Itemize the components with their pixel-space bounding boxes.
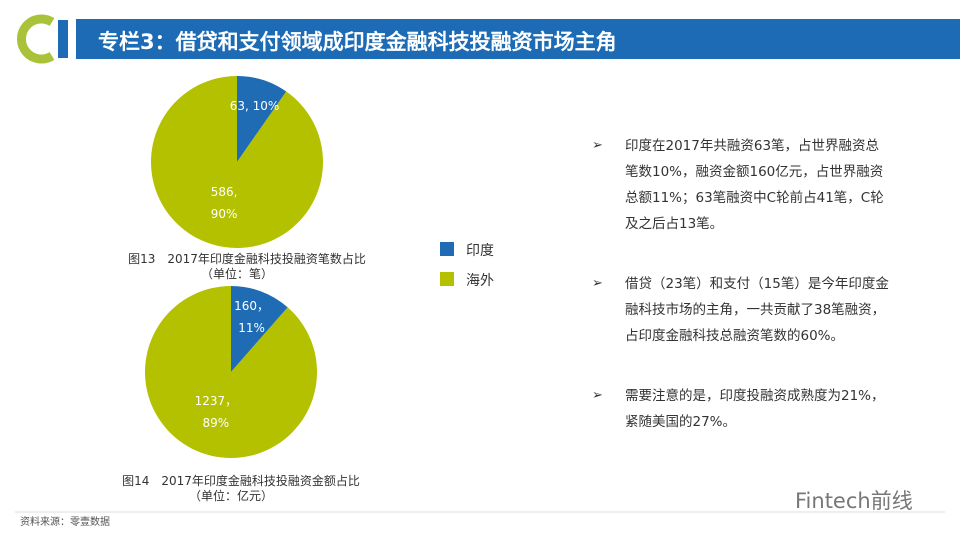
legend-swatch	[440, 272, 454, 286]
chart-unit: （单位：笔）	[200, 267, 273, 281]
slice-label: 63, 10%	[229, 99, 280, 114]
pie-slice	[231, 286, 288, 372]
chart-unit: （单位：亿元）	[188, 489, 273, 503]
legend-label: 印度	[466, 243, 494, 259]
header-bar	[76, 19, 960, 59]
pie-slice	[237, 76, 287, 162]
bullet-arrow: ➢	[592, 276, 603, 291]
slice-label: 160， 11%	[234, 299, 270, 336]
chart-caption: 图14 2017年印度金融科技投融资金额占比	[122, 474, 360, 488]
bullet-arrow: ➢	[592, 388, 603, 403]
chart-caption: 图13 2017年印度金融科技投融资笔数占比	[128, 252, 366, 266]
logo-ring	[17, 14, 55, 64]
title: 专栏3：借贷和支付领域成印度金融科技投融资市场主角	[98, 30, 617, 54]
pie-slice	[150, 76, 323, 249]
bullet-arrow: ➢	[592, 138, 603, 153]
slice-label: 1237， 89%	[194, 394, 238, 431]
slice-label: 586, 90%	[210, 185, 238, 222]
bullet-text: 借贷（23笔）和支付（15笔）是今年印度金 融科技市场的主角，一共贡献了38笔融…	[625, 276, 889, 344]
bullet-text: 需要注意的是，印度投融资成熟度为21%， 紧随美国的27%。	[625, 388, 885, 430]
legend-label: 海外	[466, 273, 494, 289]
watermark: Fintech前线	[795, 489, 913, 513]
pie-slice	[144, 286, 317, 458]
source: 资料来源：零壹数据	[20, 517, 110, 528]
bullet-text: 印度在2017年共融资63笔，占世界融资总 笔数10%，融资金额160亿元，占世…	[625, 138, 884, 232]
legend-swatch	[440, 242, 454, 256]
logo-bar	[58, 20, 68, 58]
